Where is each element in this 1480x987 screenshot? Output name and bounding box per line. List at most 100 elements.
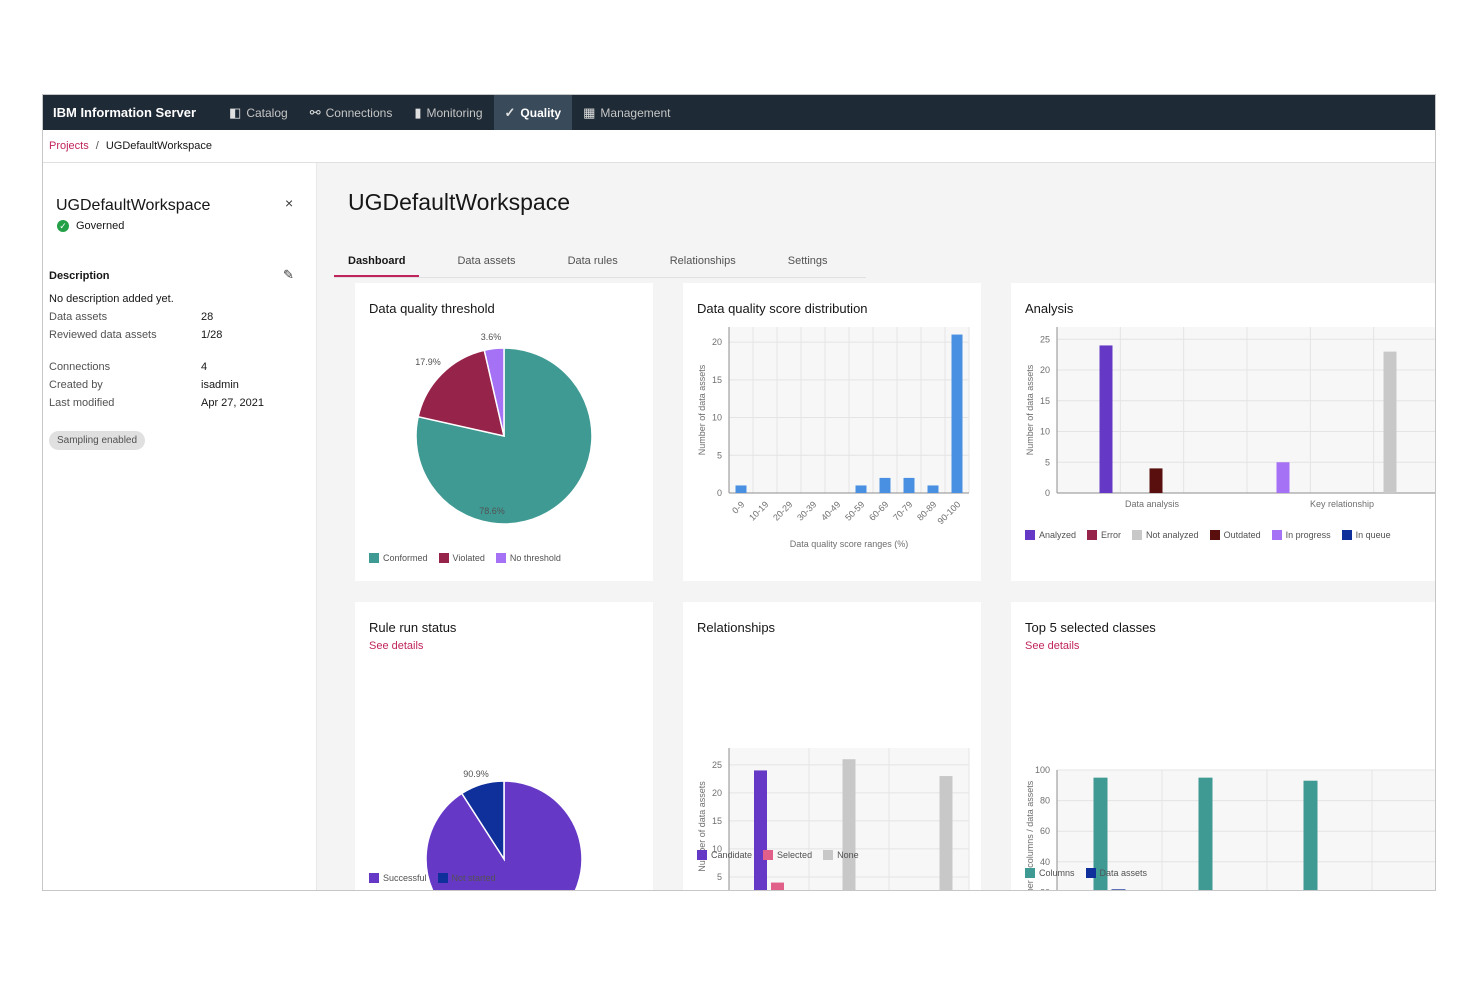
rule-run-pie-chart: 90.9%9.1% xyxy=(425,769,583,890)
x-tick-label: 90-100 xyxy=(936,499,963,526)
y-tick-label: 15 xyxy=(712,375,722,385)
legend-swatch xyxy=(369,873,379,883)
nav-item-management[interactable]: ▦ Management xyxy=(572,95,681,130)
legend-item-candidate: Candidate xyxy=(697,850,752,860)
legend-item-outdated: Outdated xyxy=(1209,530,1261,540)
x-tick-label: 50-59 xyxy=(843,499,866,522)
bar-value-50-59[interactable] xyxy=(855,485,867,493)
y-tick-label: 0 xyxy=(717,488,722,498)
edit-icon[interactable]: ✎ xyxy=(283,267,294,282)
bar-selected-primary-keys[interactable] xyxy=(771,882,784,891)
row-value-data-assets: 28 xyxy=(201,311,214,323)
pie-slice-violated[interactable] xyxy=(417,349,505,437)
tab-data-rules[interactable]: Data rules xyxy=(567,255,618,267)
bar-value-90-100[interactable] xyxy=(951,334,963,493)
threshold-legend: Conformed Violated No threshold xyxy=(369,553,572,563)
legend-swatch xyxy=(1085,868,1096,878)
top5-bar-chart: 020406080100CodePerson NameLast NameMNum… xyxy=(1025,765,1435,891)
legend-swatch xyxy=(437,873,448,883)
distribution-bar-chart: 0 5 10 15 20 0-9 10-19 20-29 30-39 40-49 50-59 60-6… xyxy=(697,327,970,549)
tab-settings[interactable]: Settings xyxy=(787,255,828,267)
bar-columns-person-name[interactable] xyxy=(1198,777,1213,891)
y-tick-label: 15 xyxy=(1040,396,1050,406)
connections-icon: ⚯ xyxy=(309,104,321,120)
tab-bar: Dashboard Data assets Data rules Relationsh… xyxy=(334,251,866,278)
bar-value-0-9[interactable] xyxy=(735,485,747,493)
tab-relationships[interactable]: Relationships xyxy=(669,255,736,267)
bar-data-assets-code[interactable] xyxy=(1111,889,1126,891)
card-title-relationships: Relationships xyxy=(697,620,776,635)
legend-swatch xyxy=(1271,530,1282,540)
nav-item-connections[interactable]: ⚯ Connections xyxy=(299,95,404,130)
y-axis-label: Number of data assets xyxy=(1025,364,1035,455)
side-workspace-title: UGDefaultWorkspace xyxy=(56,197,211,214)
tab-data-assets[interactable]: Data assets xyxy=(457,255,516,267)
legend-swatch xyxy=(1209,530,1220,540)
top5-see-details-link[interactable]: See details xyxy=(1025,640,1080,652)
bar-candidate-primary-keys[interactable] xyxy=(754,770,767,891)
row-value-reviewed: 1/28 xyxy=(201,329,223,341)
legend-swatch xyxy=(369,553,379,563)
nav-item-quality[interactable]: ✓ Quality xyxy=(493,95,573,130)
y-tick-label: 5 xyxy=(1045,457,1050,467)
x-tick-label: 0-9 xyxy=(730,499,746,515)
nav-item-label: Monitoring xyxy=(426,105,483,120)
y-tick-label: 10 xyxy=(712,844,722,854)
legend-label: Error xyxy=(1101,530,1122,540)
bar-outdated-data-analysis[interactable] xyxy=(1149,468,1163,493)
legend-label: Conformed xyxy=(383,553,428,563)
rule-run-see-details-link[interactable]: See details xyxy=(369,640,424,652)
legend-label: Successful xyxy=(383,873,427,883)
tab-dashboard[interactable]: Dashboard xyxy=(334,251,420,277)
pie-slice-not-started[interactable] xyxy=(460,780,505,862)
legend-label: Not started xyxy=(451,873,496,883)
x-tick-label: 10-19 xyxy=(747,499,770,522)
sampling-tag[interactable]: Sampling enabled xyxy=(49,431,146,450)
analysis-legend: Analyzed Error Not analyzed Outdated In prog… xyxy=(1025,530,1402,540)
description-heading: Description xyxy=(49,270,110,282)
bar-columns-code[interactable] xyxy=(1093,777,1108,891)
legend-label: Columns xyxy=(1039,868,1075,878)
card-title-top5: Top 5 selected classes xyxy=(1025,620,1156,635)
legend-label: Candidate xyxy=(711,850,753,860)
bar-columns-last-name[interactable] xyxy=(1303,780,1318,891)
legend-label: Selected xyxy=(777,850,813,860)
bar-value-80-89[interactable] xyxy=(927,485,939,493)
y-tick-label: 20 xyxy=(1040,365,1050,375)
governed-label: Governed xyxy=(76,220,125,232)
row-label-last-modified: Last modified xyxy=(49,397,115,409)
y-tick-label: 25 xyxy=(1040,334,1050,344)
catalog-icon: ◧ xyxy=(229,104,242,120)
bar-not-analyzed-key-relationship[interactable] xyxy=(1383,351,1397,493)
analysis-bar-chart: 0 5 10 15 20 25 Data analysis Key relationship N… xyxy=(1025,327,1435,509)
row-label-reviewed: Reviewed data assets xyxy=(49,329,157,341)
pie-label-successful: 90.9% xyxy=(463,769,489,779)
legend-label: Data assets xyxy=(1099,868,1148,878)
legend-item-no-threshold: No threshold xyxy=(495,553,561,563)
legend-label: In progress xyxy=(1285,530,1331,540)
quality-check-icon: ✓ xyxy=(504,104,516,120)
bar-in-progress-key-relationship[interactable] xyxy=(1276,462,1290,493)
breadcrumb-projects-link[interactable]: Projects xyxy=(49,140,89,152)
pie-slice-no-threshold[interactable] xyxy=(483,347,505,437)
legend-item-not-analyzed: Not analyzed xyxy=(1132,530,1199,540)
top5-legend: Columns Data assets xyxy=(1025,868,1158,878)
bar-analyzed-data-analysis[interactable] xyxy=(1099,345,1113,493)
row-value-connections: 4 xyxy=(201,361,208,373)
nav-item-catalog[interactable]: ◧ Catalog xyxy=(218,95,299,130)
bar-none-relationships[interactable] xyxy=(842,759,856,891)
pie-label-no-threshold: 3.6% xyxy=(481,332,502,342)
nav-items: ◧ Catalog ⚯ Connections ▮ Monitoring ✓ Quality ▦… xyxy=(218,95,681,130)
card-distribution: Data quality score distribution 0 5 10 15 20… xyxy=(683,283,981,581)
nav-item-monitoring[interactable]: ▮ Monitoring xyxy=(403,95,493,130)
bar-none-overlaps[interactable] xyxy=(939,776,953,891)
bar-value-70-79[interactable] xyxy=(903,477,915,493)
breadcrumb-current: UGDefaultWorkspace xyxy=(105,140,212,152)
pie-label-conformed: 78.6% xyxy=(479,506,505,516)
bar-value-60-69[interactable] xyxy=(879,477,891,493)
close-icon[interactable]: × xyxy=(285,195,294,211)
x-tick-label: 40-49 xyxy=(819,499,842,522)
y-tick-label: 10 xyxy=(712,413,722,423)
row-label-connections: Connections xyxy=(49,361,111,373)
card-threshold: Data quality threshold 78.6% 17.9% 3.6% Co… xyxy=(355,283,653,581)
